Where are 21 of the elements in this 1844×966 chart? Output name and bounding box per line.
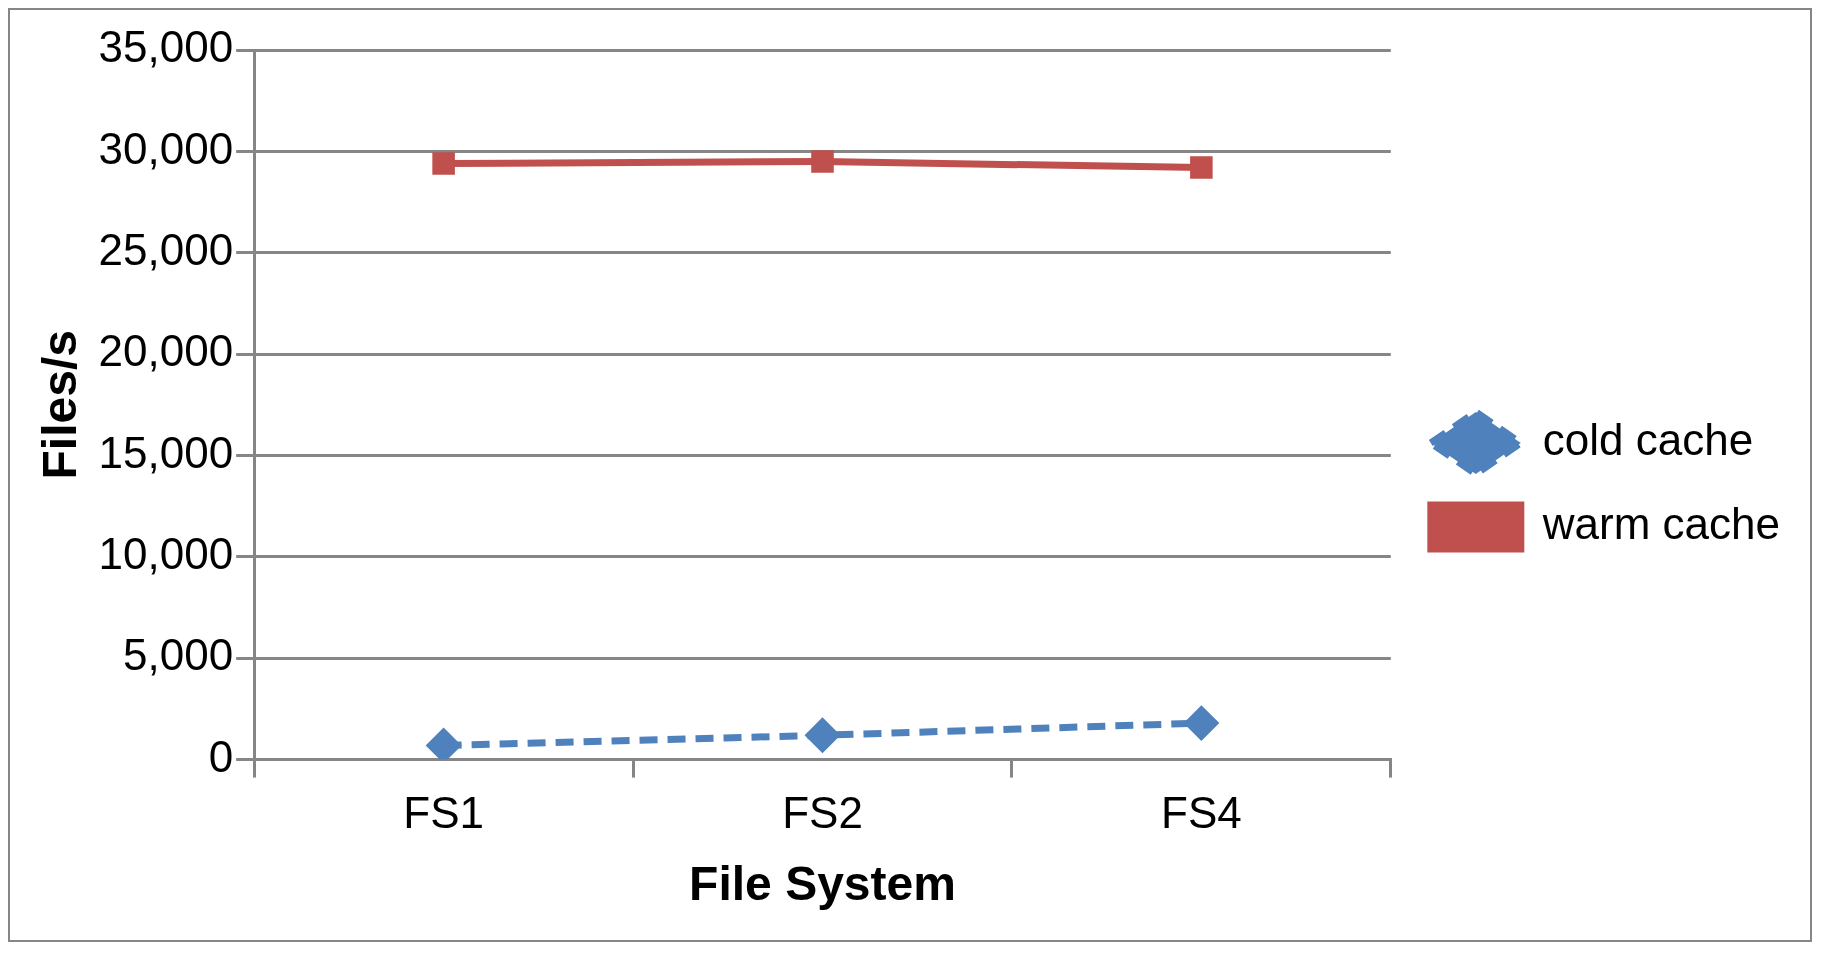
x-tick-label: FS2 [782, 788, 863, 838]
y-axis-title: Files/s [33, 330, 87, 480]
y-tick-label: 30,000 [98, 123, 234, 173]
point [1190, 156, 1213, 179]
y-tick-label: 0 [208, 731, 234, 781]
y-tick-label: 10,000 [98, 529, 234, 578]
y-tick-label: 20,000 [98, 326, 234, 376]
x-tick-label: FS4 [1161, 788, 1242, 838]
legend-label: warm cache [1541, 499, 1780, 549]
x-tick-label: FS1 [403, 788, 484, 838]
point [427, 728, 461, 760]
y-tick-label: 15,000 [98, 427, 234, 477]
x-axis-title: File System [689, 857, 956, 911]
legend-label: cold cache [1542, 415, 1754, 465]
y-tick-label: 25,000 [98, 224, 234, 274]
point [1184, 706, 1218, 740]
point [432, 152, 455, 175]
y-tick-label: 5,000 [123, 630, 234, 680]
point [806, 718, 839, 752]
y-tick-label: 35,000 [98, 22, 234, 72]
point [811, 150, 834, 173]
